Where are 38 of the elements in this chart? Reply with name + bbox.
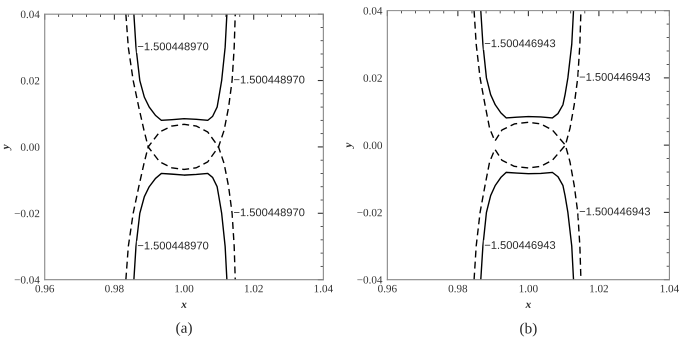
text: (a) — [176, 322, 192, 336]
x-tick-label: 0.98 — [105, 284, 124, 292]
line-series — [480, 10, 574, 119]
annotation: −1.500446943 — [580, 72, 650, 81]
y-tick-label: −0.02 — [14, 210, 40, 218]
x-tick-label: 0.96 — [35, 284, 54, 292]
y-tick-label: 0.02 — [20, 77, 40, 85]
y-tick-label: 0.00 — [363, 142, 382, 150]
annotation: −1.500448970 — [138, 242, 208, 250]
annotation: −1.500448970 — [234, 76, 304, 84]
x-axis-title: x — [525, 302, 531, 308]
text: (b) — [520, 322, 537, 337]
x-tick-label: 0.98 — [448, 284, 468, 292]
y-axis-title: y — [4, 144, 12, 150]
x-axis-title: x — [181, 302, 187, 308]
x-tick-label: 1.02 — [244, 284, 263, 292]
annotation: −1.500448970 — [138, 42, 208, 50]
x-tick-label: 1.04 — [314, 284, 333, 292]
line-series — [480, 172, 574, 280]
y-tick-label: −0.04 — [357, 276, 382, 284]
x-tick-label: 1.02 — [590, 284, 608, 292]
annotation: −1.500448970 — [234, 208, 304, 216]
y-tick-label: −0.02 — [357, 208, 382, 216]
annotation: −1.500446943 — [580, 208, 650, 216]
line-series — [133, 172, 228, 280]
y-tick-label: 0.00 — [20, 143, 40, 151]
y-tick-label: −0.04 — [14, 276, 40, 284]
y-tick-label: 0.04 — [363, 7, 382, 15]
annotation: −1.500446943 — [484, 39, 556, 48]
x-tick-label: 1.04 — [660, 284, 679, 292]
x-tick-label: 0.96 — [378, 284, 397, 292]
line-series — [133, 14, 228, 122]
y-axis-title: y — [346, 142, 354, 149]
y-tick-label: 0.02 — [363, 74, 382, 82]
x-tick-label: 1.00 — [175, 284, 194, 292]
annotation: −1.500446943 — [484, 241, 556, 250]
y-tick-label: 0.04 — [20, 10, 40, 18]
x-tick-label: 1.00 — [520, 284, 538, 292]
